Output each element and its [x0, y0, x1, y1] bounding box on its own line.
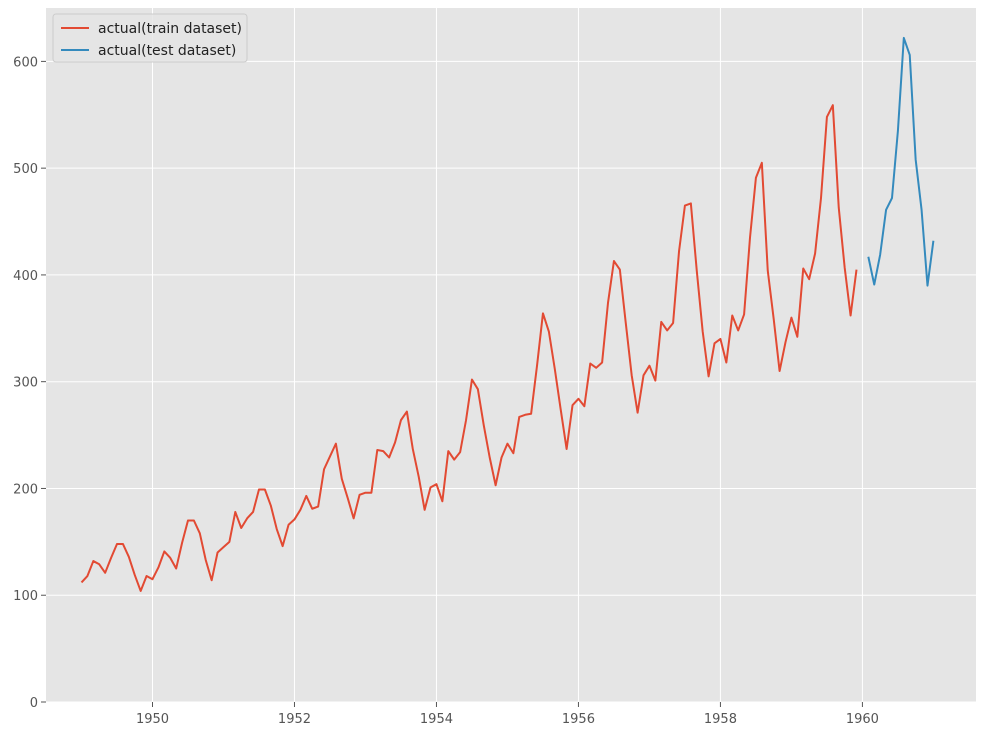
x-tick-label: 1952 — [278, 712, 311, 727]
x-tick-label: 1954 — [420, 712, 453, 727]
y-tick-label: 100 — [13, 589, 38, 604]
x-tick-label: 1956 — [562, 712, 595, 727]
grid-lines — [46, 8, 976, 703]
series-lines — [80, 36, 935, 592]
x-tick-label: 1960 — [846, 712, 879, 727]
x-tick-label: 1958 — [704, 712, 737, 727]
y-tick-label: 0 — [30, 696, 38, 711]
series-line-test — [867, 36, 935, 287]
x-tick-label: 1950 — [136, 712, 169, 727]
legend-box — [52, 13, 248, 63]
y-tick-label: 600 — [13, 55, 38, 70]
y-tick-label: 500 — [13, 162, 38, 177]
legend: actual(train dataset) actual(test datase… — [52, 13, 248, 63]
y-tick-label: 400 — [13, 269, 38, 284]
plot-background — [46, 8, 976, 702]
y-tick-label: 300 — [13, 376, 38, 391]
y-axis-ticks: 0 100 200 300 400 500 600 — [13, 55, 46, 711]
series-line-train — [80, 104, 858, 592]
legend-label-test: actual(test dataset) — [98, 43, 236, 59]
y-tick-label: 200 — [13, 482, 38, 497]
x-axis-ticks: 1950 1952 1954 1956 1958 1960 — [136, 702, 879, 727]
legend-label-train: actual(train dataset) — [98, 21, 242, 37]
